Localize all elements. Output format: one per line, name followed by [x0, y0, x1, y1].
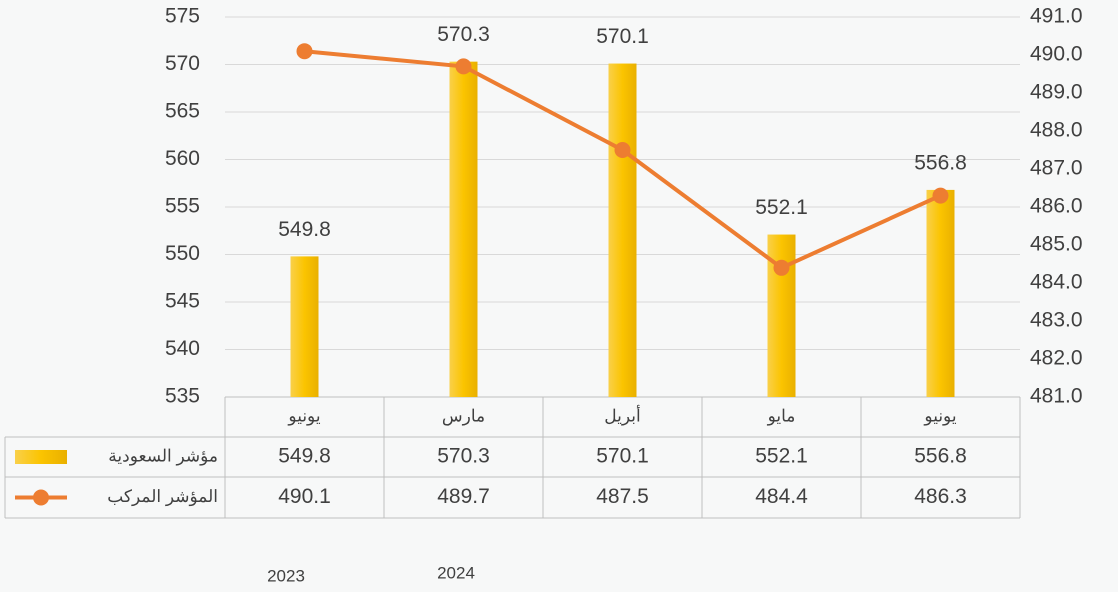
y2-tick-label: 481.0 [1030, 385, 1083, 408]
x-tick-label: يونيو [923, 406, 956, 426]
y-tick-label: 540 [165, 337, 200, 360]
y-tick-label: 560 [165, 147, 200, 170]
x-tick-label: مايو [767, 406, 796, 426]
line-marker [773, 259, 790, 276]
table-value: 490.1 [278, 485, 331, 508]
data-label: 552.1 [755, 196, 808, 219]
table-value: 489.7 [437, 485, 490, 508]
year-label: 2024 [437, 563, 475, 582]
y2-tick-label: 490.0 [1030, 43, 1083, 66]
y2-tick-label: 488.0 [1030, 119, 1083, 142]
data-label: 549.8 [278, 218, 331, 241]
y2-tick-label: 485.0 [1030, 233, 1083, 256]
bar [449, 61, 478, 398]
data-label: 556.8 [914, 151, 967, 174]
line-marker [296, 43, 313, 60]
x-tick-label: مارس [442, 406, 485, 426]
table-value: 487.5 [596, 485, 649, 508]
table-value: 552.1 [755, 445, 808, 468]
y2-tick-label: 486.0 [1030, 195, 1083, 218]
table-value: 570.1 [596, 445, 649, 468]
bar [926, 189, 955, 397]
table-value: 556.8 [914, 445, 967, 468]
bar [290, 256, 319, 397]
line-marker [932, 187, 949, 204]
line-marker [614, 142, 631, 158]
y-tick-label: 575 [165, 5, 200, 28]
y2-tick-label: 483.0 [1030, 309, 1083, 332]
y2-tick-label: 484.0 [1030, 271, 1083, 294]
y-tick-label: 545 [165, 290, 200, 313]
bar [608, 63, 637, 398]
x-tick-label: يونيو [287, 406, 320, 426]
data-label: 570.3 [437, 23, 490, 46]
legend-label: المؤشر المركب [107, 487, 218, 507]
y-tick-label: 565 [165, 100, 200, 123]
data-label: 570.1 [596, 25, 649, 48]
table-value: 484.4 [755, 485, 808, 508]
y-tick-label: 535 [165, 385, 200, 408]
y-tick-label: 570 [165, 52, 200, 75]
y2-tick-label: 487.0 [1030, 157, 1083, 180]
legend-swatch [15, 450, 67, 464]
year-label: 2023 [267, 566, 305, 585]
table-value: 570.3 [437, 445, 490, 468]
y-tick-label: 550 [165, 242, 200, 265]
y2-tick-label: 489.0 [1030, 81, 1083, 104]
y2-tick-label: 482.0 [1030, 347, 1083, 370]
x-tick-label: أبريل [604, 404, 640, 426]
legend-swatch [33, 489, 49, 506]
y2-tick-label: 491.0 [1030, 5, 1083, 28]
y-tick-label: 555 [165, 195, 200, 218]
legend-label: مؤشر السعودية [108, 446, 218, 466]
table-value: 486.3 [914, 485, 967, 508]
table-value: 549.8 [278, 445, 331, 468]
line-marker [455, 58, 472, 75]
